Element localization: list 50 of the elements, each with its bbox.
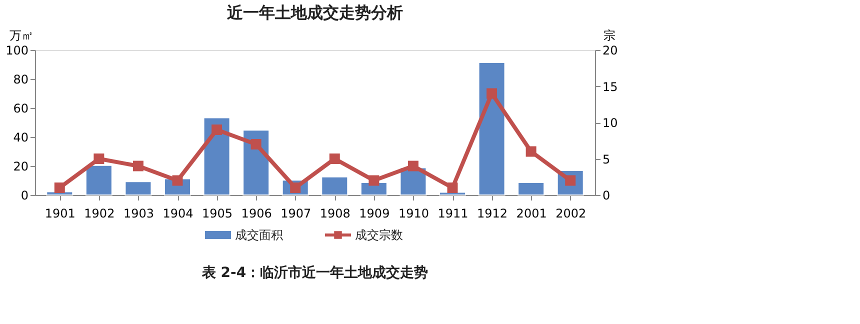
point — [94, 154, 104, 164]
text: 表 2-4：临沂市近一年土地成交走势 — [200, 264, 428, 281]
y2-tick-label: 0 — [602, 188, 610, 202]
y-tick-label: 20 — [13, 160, 28, 174]
x-tick-label: 1911 — [438, 206, 468, 220]
y2-tick-label: 5 — [602, 152, 610, 166]
x-tick-label: 1901 — [44, 206, 76, 220]
y-tick-label: 0 — [20, 188, 28, 202]
point — [368, 175, 380, 186]
x-tick-label: 1906 — [241, 206, 272, 220]
y-axis-title: 万㎡ — [10, 28, 34, 42]
point — [250, 139, 262, 150]
point — [486, 88, 498, 99]
bar — [203, 117, 230, 196]
x-tick-label: 1905 — [202, 206, 233, 220]
x-tick-label: 2002 — [556, 206, 586, 220]
x-tick-label: 2001 — [516, 206, 547, 220]
y2-tick-label: 15 — [602, 80, 618, 94]
x-tick-label: 1903 — [123, 206, 154, 220]
bar — [124, 181, 152, 196]
bar — [321, 176, 348, 196]
point — [526, 146, 536, 157]
x-tick-label: 1912 — [477, 206, 508, 220]
x-tick-label: 1908 — [320, 206, 350, 220]
y2-tick-label: 10 — [602, 116, 618, 130]
point — [172, 175, 183, 186]
legend-label: 成交宗数 — [355, 228, 403, 242]
point — [212, 124, 222, 135]
y2-axis-title: 宗 — [604, 28, 616, 42]
y-tick-label: 60 — [13, 102, 28, 116]
point — [132, 160, 144, 172]
point — [54, 182, 65, 193]
y2-tick-label: 20 — [602, 44, 618, 58]
x-tick-label: 1904 — [162, 206, 194, 220]
point — [408, 160, 418, 172]
y-tick-label: 80 — [13, 72, 28, 86]
legend-label: 成交面积 — [235, 228, 283, 242]
point — [329, 154, 340, 164]
chart-title: 近一年土地成交走势分析 — [226, 3, 403, 22]
bar — [360, 182, 388, 196]
y-tick-label: 40 — [13, 130, 28, 144]
bar — [478, 62, 506, 196]
x-tick-label: 1910 — [398, 206, 429, 220]
x-tick-label: 1902 — [84, 206, 115, 220]
point — [447, 182, 458, 193]
x-tick-label: 1907 — [280, 206, 312, 220]
y-tick-label: 100 — [6, 44, 28, 58]
x-tick-label: 1909 — [359, 206, 390, 220]
bar — [85, 164, 112, 196]
bar — [518, 182, 545, 196]
